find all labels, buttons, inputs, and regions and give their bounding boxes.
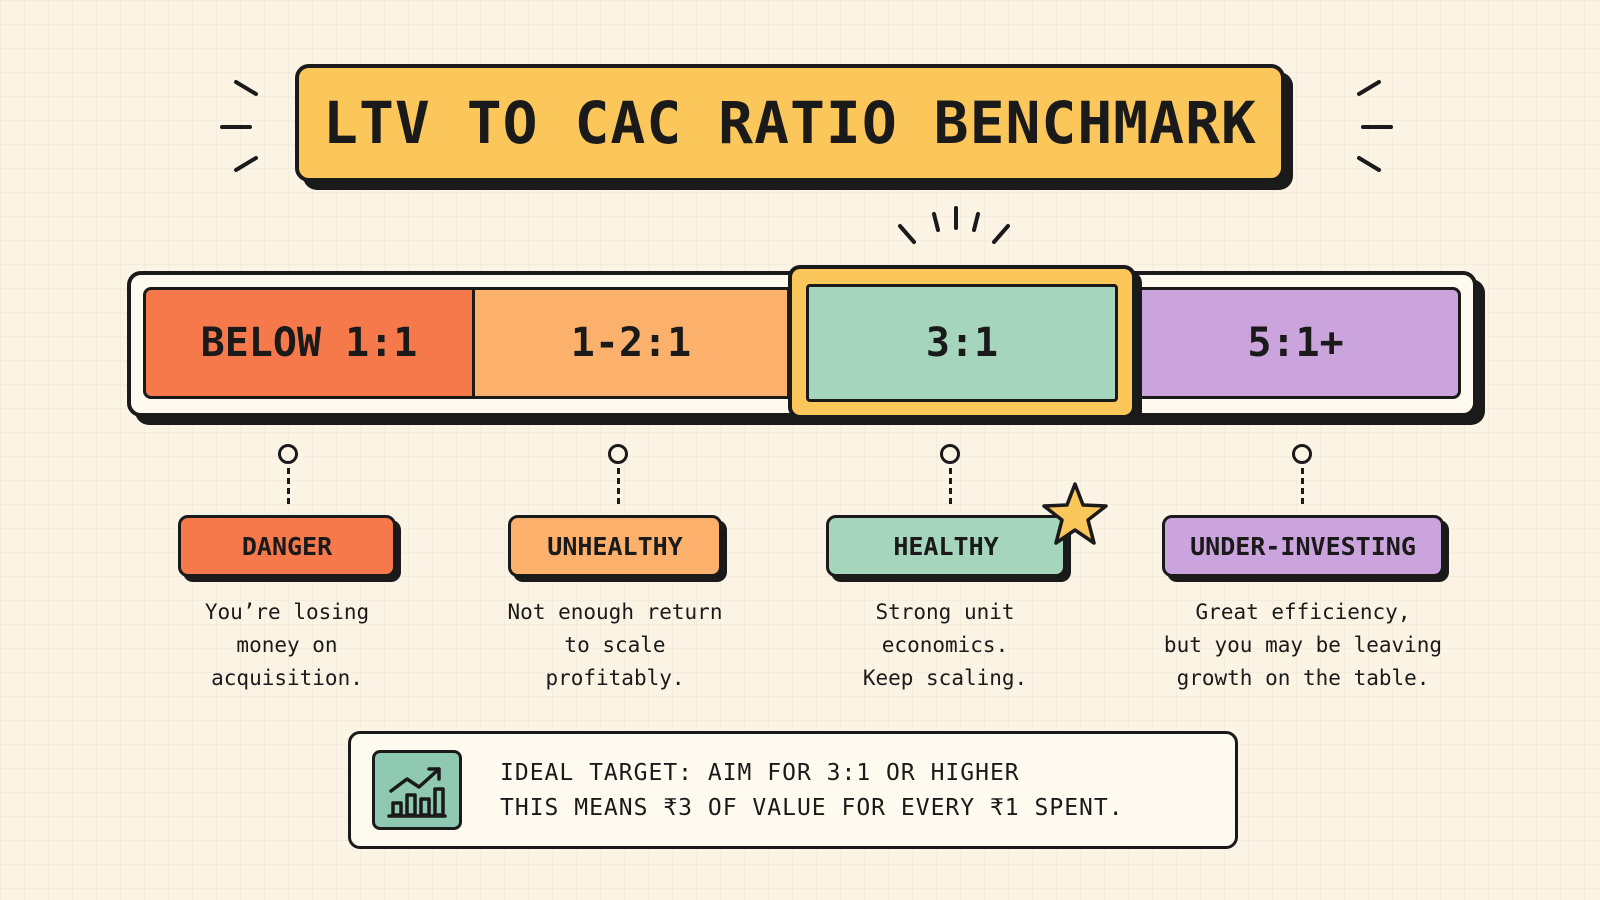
growth-chart-icon xyxy=(372,750,462,830)
ideal-target-line: IDEAL TARGET: AIM FOR 3:1 OR HIGHER xyxy=(500,760,1020,786)
desc-line: economics. xyxy=(881,633,1009,657)
status-badge-under-investing: UNDER-INVESTING xyxy=(1162,515,1444,577)
segment-5-1-plus: 5:1+ xyxy=(1130,287,1461,399)
connector-dot-danger xyxy=(278,444,298,464)
segment-3-1: 3:1 xyxy=(806,284,1118,402)
desc-line: to scale xyxy=(564,633,666,657)
desc-line: profitably. xyxy=(545,666,685,690)
desc-line: Great efficiency, xyxy=(1195,600,1411,624)
connector-dot-healthy xyxy=(940,444,960,464)
ideal-target-explanation: THIS MEANS ₹3 OF VALUE FOR EVERY ₹1 SPEN… xyxy=(500,795,1124,821)
status-badge-unhealthy: UNHEALTHY xyxy=(508,515,722,577)
connector-dot-under xyxy=(1292,444,1312,464)
status-badge-danger: DANGER xyxy=(178,515,396,577)
desc-line: You’re losing xyxy=(204,600,370,624)
status-desc-under-investing: Great efficiency, but you may be leaving… xyxy=(1123,596,1483,695)
highlight-sparkle-icon xyxy=(898,206,1010,244)
title-sparkle-right-icon xyxy=(1357,80,1393,172)
desc-line: acquisition. xyxy=(211,666,363,690)
ideal-target-callout xyxy=(348,731,1238,849)
connector-dot-unhealthy xyxy=(608,444,628,464)
desc-line: growth on the table. xyxy=(1176,666,1430,690)
star-icon xyxy=(1042,482,1108,545)
desc-line: Keep scaling. xyxy=(862,666,1028,690)
status-desc-danger: You’re losing money on acquisition. xyxy=(127,596,447,695)
connector-line-unhealthy xyxy=(617,468,620,504)
title-sparkle-left-icon xyxy=(220,80,258,172)
desc-line: money on xyxy=(236,633,338,657)
desc-line: but you may be leaving xyxy=(1163,633,1443,657)
status-desc-healthy: Strong unit economics. Keep scaling. xyxy=(785,596,1105,695)
status-desc-unhealthy: Not enough return to scale profitably. xyxy=(455,596,775,695)
connector-line-danger xyxy=(287,468,290,504)
page-title: LTV TO CAC RATIO BENCHMARK xyxy=(323,89,1257,157)
connector-line-under xyxy=(1301,468,1304,504)
title-banner: LTV TO CAC RATIO BENCHMARK xyxy=(295,64,1285,182)
status-badge-healthy: HEALTHY xyxy=(826,515,1066,577)
desc-line: Strong unit xyxy=(875,600,1015,624)
connector-line-healthy xyxy=(949,468,952,504)
desc-line: Not enough return xyxy=(507,600,723,624)
segment-1-2-1: 1-2:1 xyxy=(472,287,790,399)
segment-below-1-1: BELOW 1:1 xyxy=(143,287,475,399)
